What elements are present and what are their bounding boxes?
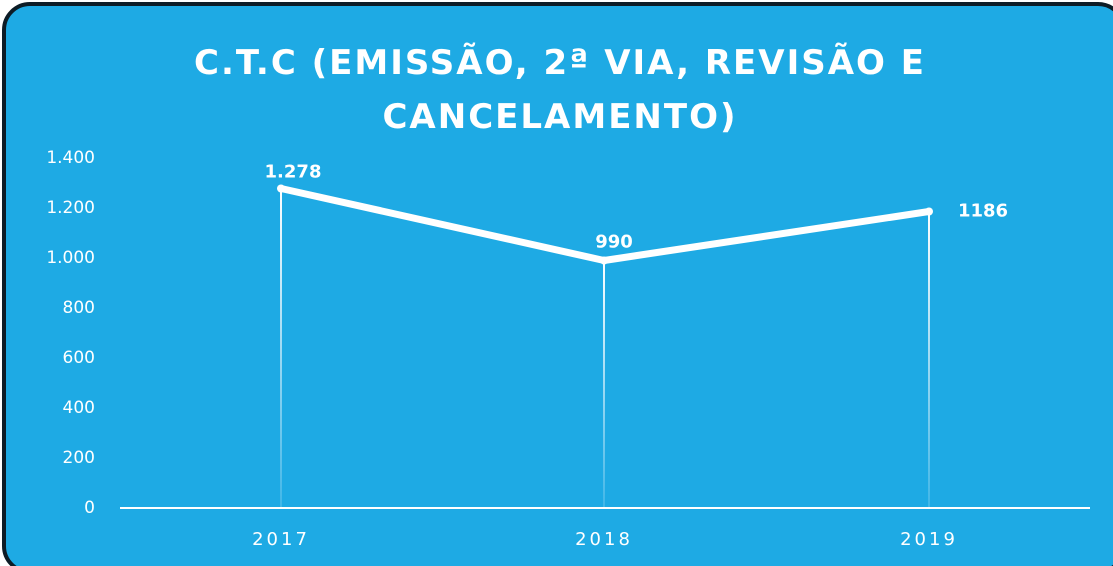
point xyxy=(925,207,933,216)
y-tick-label: 1.400 xyxy=(46,148,95,168)
data-label: 1186 xyxy=(958,201,1008,222)
y-tick-label: 200 xyxy=(63,448,95,468)
point xyxy=(277,184,285,193)
drop-line xyxy=(928,211,930,508)
data-label: 990 xyxy=(595,232,633,253)
drop-line xyxy=(280,188,282,508)
y-tick-label: 400 xyxy=(63,398,95,418)
y-tick-label: 600 xyxy=(63,348,95,368)
x-tick-label: 2018 xyxy=(575,529,633,550)
y-tick-label: 1.200 xyxy=(46,198,95,218)
drop-line xyxy=(603,260,605,508)
x-tick-label: 2017 xyxy=(252,529,310,550)
x-tick-label: 2019 xyxy=(900,529,958,550)
y-tick-label: 0 xyxy=(84,498,95,518)
data-label: 1.278 xyxy=(265,162,322,183)
chart-title: C.T.C (EMISSÃO, 2ª VIA, REVISÃO E CANCEL… xyxy=(194,43,926,137)
y-tick-label: 1.000 xyxy=(46,248,95,268)
y-tick-label: 800 xyxy=(63,298,95,318)
point xyxy=(600,256,608,265)
